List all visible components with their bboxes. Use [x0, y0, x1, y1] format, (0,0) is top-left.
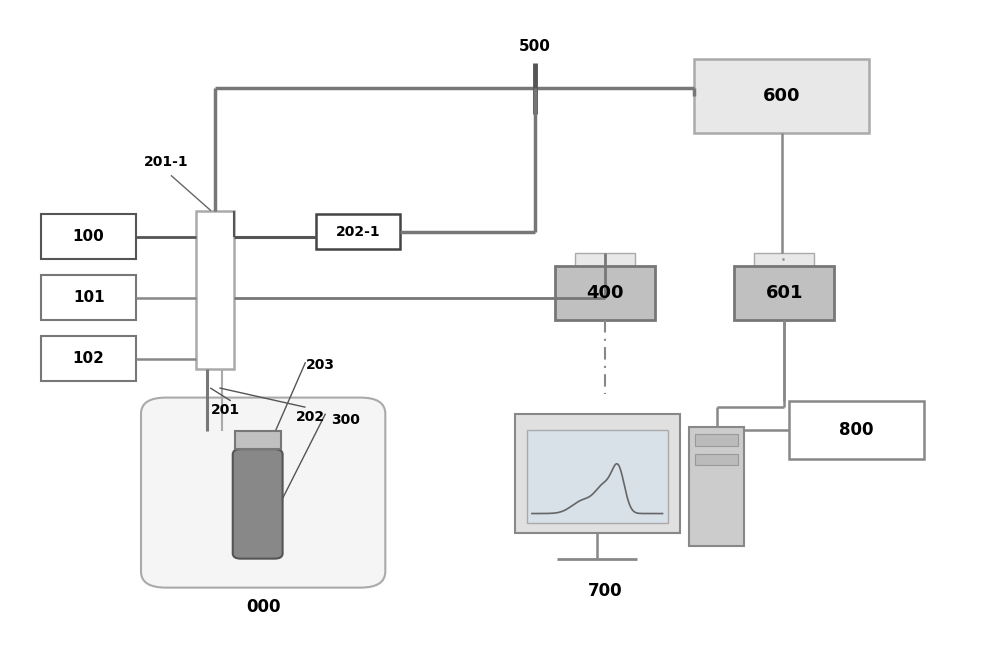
FancyBboxPatch shape — [789, 400, 924, 459]
FancyBboxPatch shape — [316, 214, 400, 249]
FancyBboxPatch shape — [141, 398, 385, 587]
Text: 700: 700 — [587, 582, 622, 600]
FancyBboxPatch shape — [555, 265, 655, 320]
FancyBboxPatch shape — [695, 454, 738, 465]
Text: 601: 601 — [765, 284, 803, 302]
FancyBboxPatch shape — [233, 449, 283, 558]
Text: 203: 203 — [306, 358, 335, 373]
FancyBboxPatch shape — [41, 336, 136, 382]
FancyBboxPatch shape — [235, 431, 281, 449]
Text: 102: 102 — [73, 351, 105, 366]
Text: 300: 300 — [331, 413, 360, 427]
FancyBboxPatch shape — [41, 275, 136, 320]
Text: 400: 400 — [586, 284, 623, 302]
FancyBboxPatch shape — [527, 430, 668, 523]
FancyBboxPatch shape — [515, 413, 680, 533]
Text: 202: 202 — [296, 410, 325, 424]
Text: 000: 000 — [246, 598, 280, 616]
FancyBboxPatch shape — [196, 211, 234, 369]
Text: 201: 201 — [211, 404, 240, 417]
Text: 101: 101 — [73, 291, 104, 305]
FancyBboxPatch shape — [694, 60, 869, 133]
Text: 600: 600 — [763, 87, 800, 105]
Text: 202-1: 202-1 — [336, 225, 380, 239]
FancyBboxPatch shape — [689, 426, 744, 546]
Text: 201-1: 201-1 — [144, 155, 188, 170]
FancyBboxPatch shape — [575, 252, 635, 265]
FancyBboxPatch shape — [41, 214, 136, 259]
FancyBboxPatch shape — [695, 434, 738, 446]
Text: 500: 500 — [519, 39, 551, 54]
FancyBboxPatch shape — [754, 252, 814, 265]
Text: 100: 100 — [73, 229, 105, 244]
FancyBboxPatch shape — [734, 265, 834, 320]
Text: 800: 800 — [839, 421, 874, 439]
